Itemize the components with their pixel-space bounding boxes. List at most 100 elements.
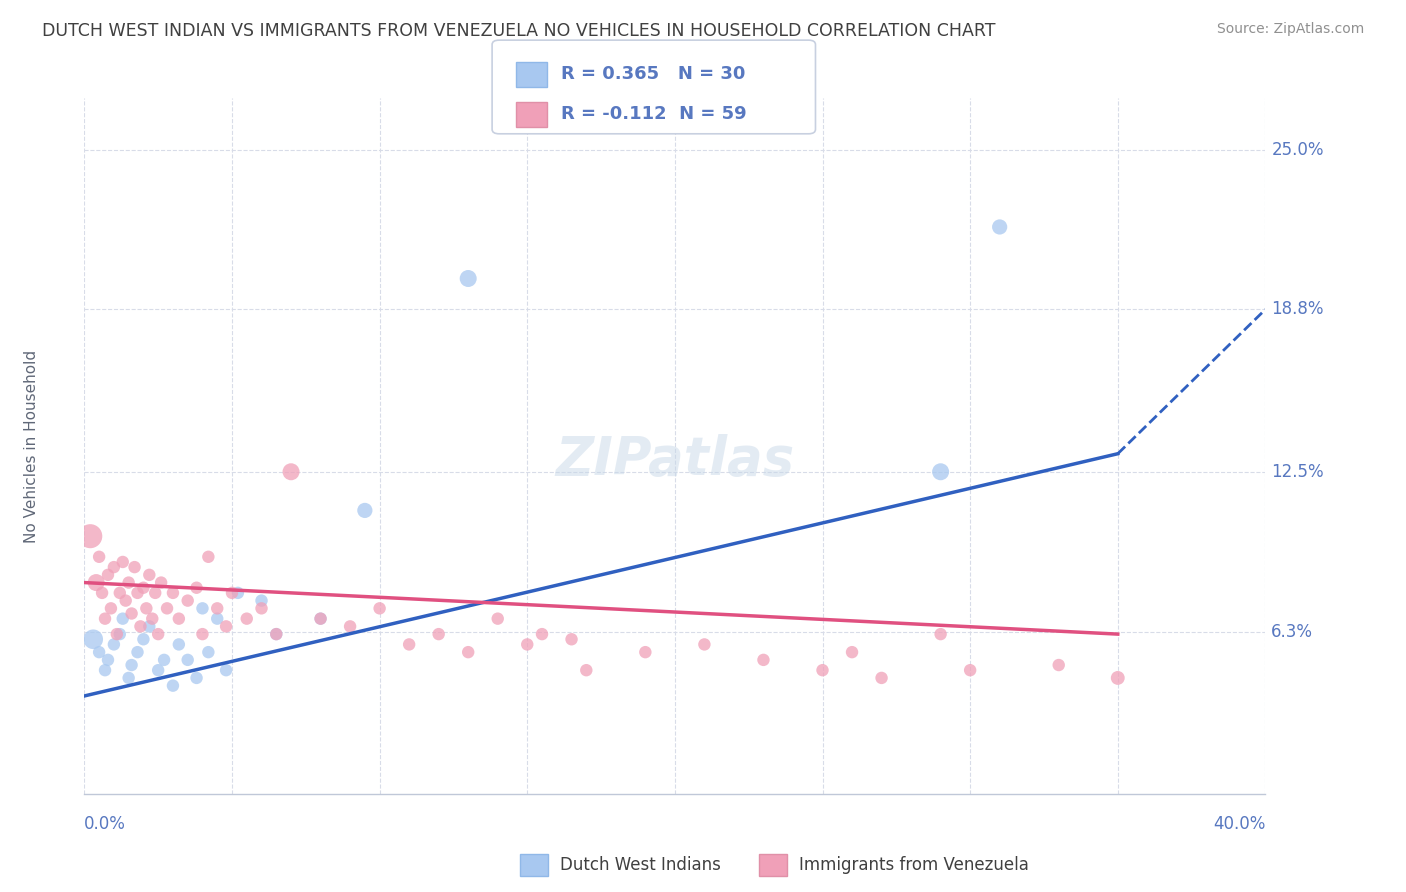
Point [156, 601, 179, 615]
Point [121, 658, 143, 673]
Point [143, 586, 166, 600]
Text: Source: ZipAtlas.com: Source: ZipAtlas.com [1216, 22, 1364, 37]
Point [186, 581, 208, 595]
Point [148, 627, 170, 641]
Text: R = 0.365   N = 30: R = 0.365 N = 30 [561, 65, 745, 83]
Point [191, 601, 214, 615]
Point [309, 612, 332, 626]
Point [97, 567, 120, 582]
Point [309, 612, 332, 626]
Point [264, 627, 288, 641]
Point [177, 653, 200, 667]
Point [560, 632, 583, 647]
Point [870, 671, 893, 685]
Point [138, 619, 160, 633]
Text: 0.0%: 0.0% [84, 814, 127, 833]
Point [100, 601, 122, 615]
Point [167, 637, 190, 651]
Text: 6.3%: 6.3% [1271, 623, 1313, 640]
Point [162, 586, 184, 600]
Point [929, 465, 952, 479]
Point [215, 619, 238, 633]
Text: 25.0%: 25.0% [1271, 141, 1324, 159]
Point [177, 593, 200, 607]
Point [97, 653, 120, 667]
Point [235, 612, 259, 626]
Point [486, 612, 509, 626]
Point [530, 627, 553, 641]
Point [162, 679, 184, 693]
Point [118, 575, 141, 590]
Point [959, 663, 981, 677]
Point [167, 612, 190, 626]
Point [132, 581, 155, 595]
Point [127, 586, 149, 600]
Point [339, 619, 361, 633]
Point [148, 663, 170, 677]
Point [91, 586, 114, 600]
Point [197, 645, 219, 659]
Point [141, 612, 163, 626]
Point [105, 627, 128, 641]
Point [132, 632, 155, 647]
Text: 40.0%: 40.0% [1213, 814, 1265, 833]
Point [221, 586, 243, 600]
Point [135, 601, 157, 615]
Point [153, 653, 176, 667]
Point [250, 593, 273, 607]
Point [575, 663, 598, 677]
Point [108, 627, 131, 641]
Point [929, 627, 952, 641]
Point [1107, 671, 1129, 685]
Point [79, 529, 101, 543]
Point [150, 575, 173, 590]
Point [1047, 658, 1070, 673]
Point [84, 575, 107, 590]
Point [634, 645, 657, 659]
Point [197, 549, 219, 564]
Point [988, 219, 1011, 234]
Point [191, 627, 214, 641]
Point [111, 555, 134, 569]
Point [118, 671, 141, 685]
Point [124, 560, 146, 574]
Point [811, 663, 834, 677]
Point [121, 607, 143, 621]
Point [94, 663, 117, 677]
Text: Dutch West Indians: Dutch West Indians [560, 856, 720, 874]
Point [280, 465, 302, 479]
Point [427, 627, 450, 641]
Point [250, 601, 273, 615]
Text: DUTCH WEST INDIAN VS IMMIGRANTS FROM VENEZUELA NO VEHICLES IN HOUSEHOLD CORRELAT: DUTCH WEST INDIAN VS IMMIGRANTS FROM VEN… [42, 22, 995, 40]
Point [215, 663, 238, 677]
Text: ZIPatlas: ZIPatlas [555, 434, 794, 486]
Point [82, 632, 104, 647]
Point [841, 645, 863, 659]
Point [226, 586, 249, 600]
Point [108, 586, 131, 600]
Text: No Vehicles in Household: No Vehicles in Household [24, 350, 39, 542]
Text: 18.8%: 18.8% [1271, 301, 1324, 318]
Point [752, 653, 775, 667]
Point [103, 560, 125, 574]
Point [138, 567, 160, 582]
Point [127, 645, 149, 659]
Point [94, 612, 117, 626]
Point [205, 612, 228, 626]
Point [516, 637, 538, 651]
Text: R = -0.112  N = 59: R = -0.112 N = 59 [561, 105, 747, 123]
Text: 12.5%: 12.5% [1271, 463, 1324, 481]
Point [87, 645, 111, 659]
Point [398, 637, 420, 651]
Point [205, 601, 228, 615]
Point [264, 627, 288, 641]
Point [368, 601, 391, 615]
Point [186, 671, 208, 685]
Point [457, 271, 479, 285]
Point [87, 549, 111, 564]
Text: Immigrants from Venezuela: Immigrants from Venezuela [799, 856, 1028, 874]
Point [457, 645, 479, 659]
Point [103, 637, 125, 651]
Point [354, 503, 377, 517]
Point [114, 593, 136, 607]
